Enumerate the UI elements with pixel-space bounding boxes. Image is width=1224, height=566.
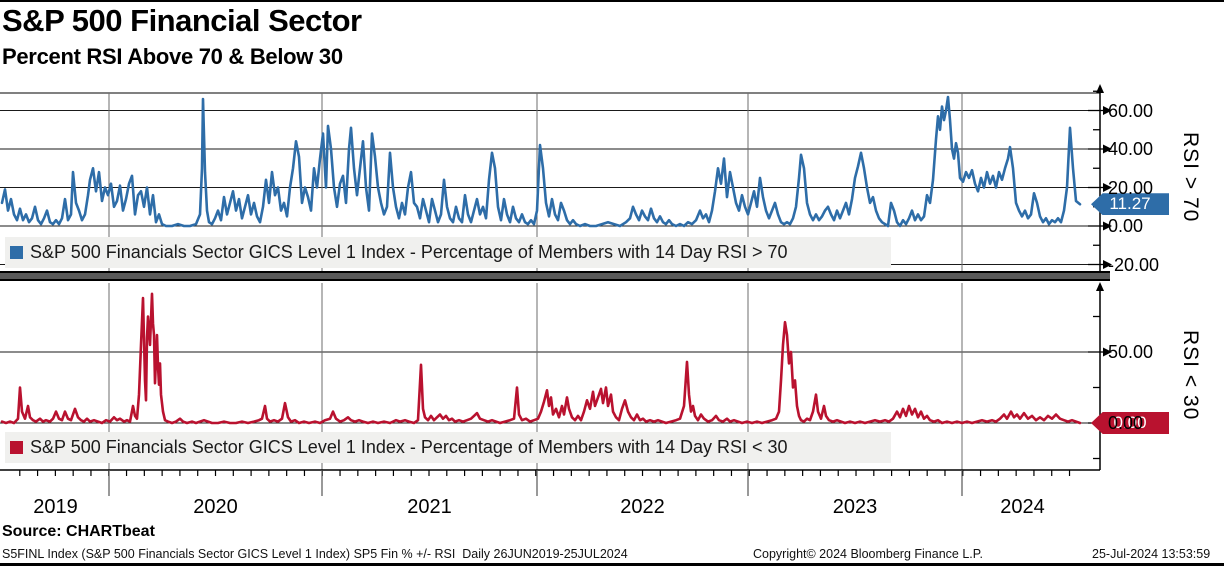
last-value-tag-rsi-above: 11.27: [1091, 193, 1169, 216]
y-tick-arrow: [1103, 106, 1112, 115]
x-year-label: 2022: [620, 496, 665, 518]
y-tick-arrow: [1103, 183, 1112, 192]
y-axis-arrow-up: [1096, 282, 1104, 291]
legend-rsi-above-70: S&P 500 Financials Sector GICS Level 1 I…: [5, 237, 891, 268]
legend-label: S&P 500 Financials Sector GICS Level 1 I…: [30, 437, 788, 457]
y-tick-label: 40.00: [1108, 139, 1154, 159]
x-year-label: 2019: [33, 496, 78, 518]
x-year-label: 2024: [1000, 496, 1045, 518]
last-value-tag-rsi-below: 0.00: [1091, 412, 1169, 434]
source-label: Source: CHARTbeat: [2, 523, 155, 540]
legend-marker-red: [10, 441, 23, 454]
bottom-border-bar: [0, 563, 1224, 566]
y-tick-label: -20.00: [1108, 254, 1160, 275]
x-year-label: 2021: [407, 496, 452, 518]
y-axis-title-rsi-above: RSI > 70: [1179, 132, 1202, 223]
y-tick-arrow: [1103, 144, 1112, 154]
page-subtitle: Percent RSI Above 70 & Below 30: [2, 44, 343, 69]
y-tick-label: 20.00: [1108, 177, 1154, 198]
series-line-bottom: [0, 292, 1082, 425]
top-border-bar: [0, 0, 1224, 2]
footer-copyright: Copyright© 2024 Bloomberg Finance L.P.: [753, 547, 983, 561]
footer-timestamp: 25-Jul-2024 13:53:59: [1092, 547, 1211, 561]
x-axis-year-labels: 2019 2020 2021 2022 2023 2024: [0, 496, 1110, 522]
y-tick-arrow: [1103, 221, 1112, 231]
legend-label: S&P 500 Financials Sector GICS Level 1 I…: [30, 242, 788, 262]
y-tick-label: 0.00: [1108, 413, 1144, 433]
footer-security-info: S5FINL Index (S&P 500 Financials Sector …: [2, 547, 628, 561]
series-line-top: [0, 95, 1082, 228]
y-tick-arrow: [1103, 260, 1112, 269]
page-title: S&P 500 Financial Sector: [2, 3, 362, 38]
legend-marker-blue: [10, 246, 23, 259]
y-tick-label: 60.00: [1108, 100, 1154, 121]
y-axis-title-rsi-below: RSI < 30: [1179, 329, 1202, 421]
panel-separator-bar: [0, 271, 1110, 281]
x-year-label: 2020: [193, 496, 238, 518]
y-tick-arrow: [1103, 347, 1112, 357]
x-year-label: 2023: [832, 496, 878, 518]
legend-rsi-below-30: S&P 500 Financials Sector GICS Level 1 I…: [5, 432, 891, 463]
y-tick-label: 0.00: [1108, 216, 1144, 236]
y-tick-label: 50.00: [1108, 342, 1154, 362]
